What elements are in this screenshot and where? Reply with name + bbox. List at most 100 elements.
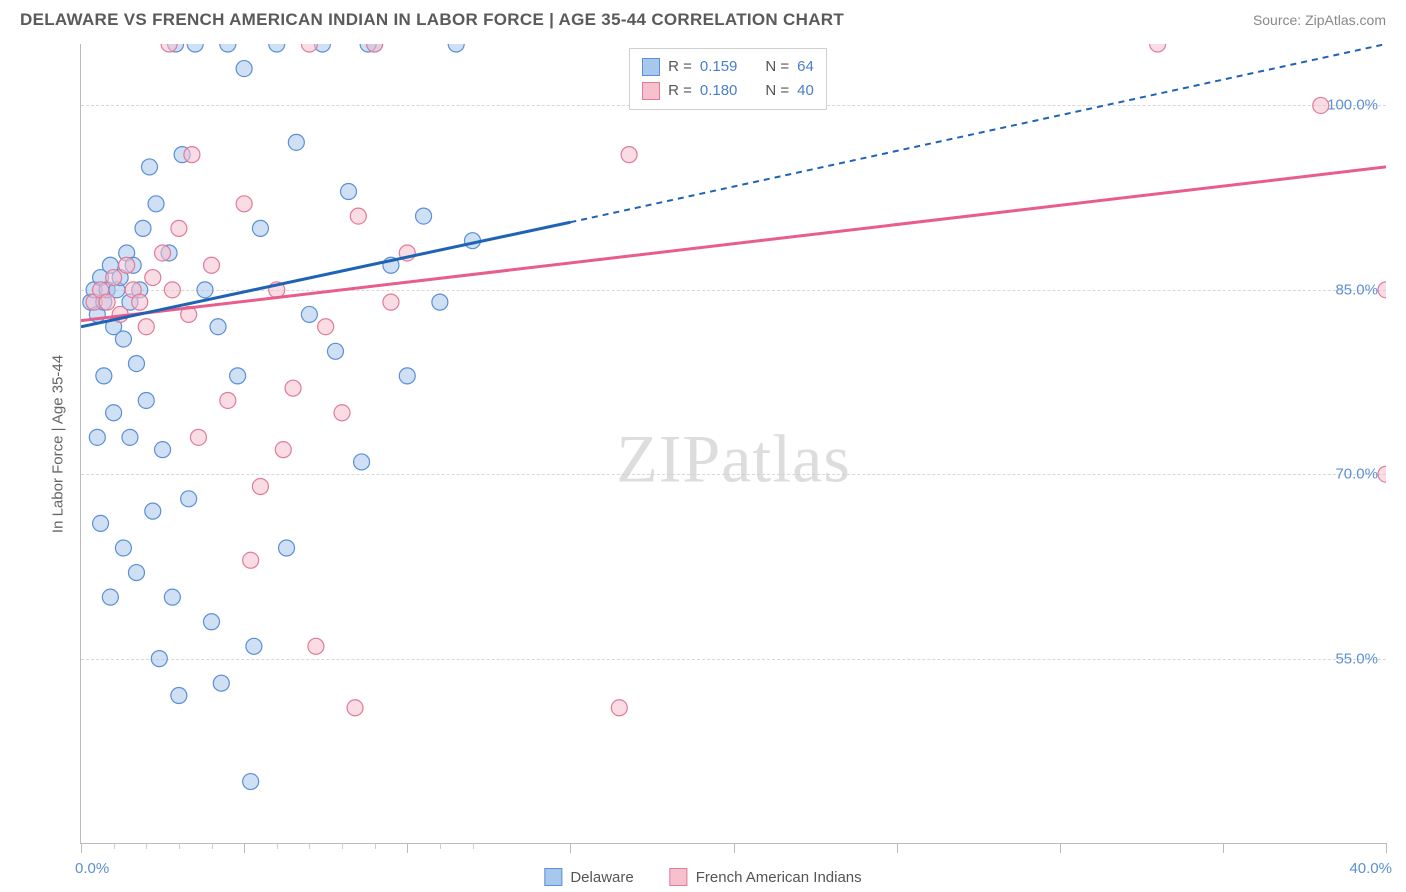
- scatter-point: [288, 134, 304, 150]
- scatter-point: [138, 392, 154, 408]
- scatter-point: [220, 392, 236, 408]
- scatter-point: [279, 540, 295, 556]
- series-legend-item: Delaware: [544, 868, 633, 886]
- scatter-point: [145, 503, 161, 519]
- scatter-point: [190, 429, 206, 445]
- x-tick: [407, 843, 408, 853]
- legend-swatch: [642, 82, 660, 100]
- r-label: R =: [668, 79, 692, 103]
- x-tick: [1060, 843, 1061, 853]
- scatter-point: [184, 147, 200, 163]
- scatter-point: [621, 147, 637, 163]
- x-tick: [81, 843, 82, 853]
- scatter-point: [416, 208, 432, 224]
- scatter-point: [151, 651, 167, 667]
- x-minor-tick: [212, 843, 213, 849]
- scatter-point: [102, 589, 118, 605]
- n-value: 64: [797, 55, 814, 79]
- scatter-point: [318, 319, 334, 335]
- scatter-point: [285, 380, 301, 396]
- x-minor-tick: [277, 843, 278, 849]
- scatter-point: [1378, 282, 1386, 298]
- series-legend-label: Delaware: [570, 869, 633, 886]
- scatter-point: [138, 319, 154, 335]
- scatter-point: [155, 245, 171, 261]
- scatter-point: [210, 319, 226, 335]
- scatter-point: [115, 540, 131, 556]
- x-tick: [1386, 843, 1387, 853]
- scatter-point: [327, 343, 343, 359]
- scatter-point: [1150, 44, 1166, 52]
- chart-container: In Labor Force | Age 35-44 ZIPatlas R =0…: [50, 44, 1386, 844]
- scatter-point: [164, 589, 180, 605]
- scatter-point: [115, 331, 131, 347]
- n-value: 40: [797, 79, 814, 103]
- x-minor-tick: [309, 843, 310, 849]
- x-axis-min-label: 0.0%: [75, 860, 109, 877]
- chart-title: DELAWARE VS FRENCH AMERICAN INDIAN IN LA…: [20, 10, 844, 30]
- x-tick: [570, 843, 571, 853]
- series-legend-label: French American Indians: [696, 869, 862, 886]
- x-minor-tick: [440, 843, 441, 849]
- scatter-point: [230, 368, 246, 384]
- scatter-point: [308, 638, 324, 654]
- scatter-point: [171, 220, 187, 236]
- scatter-point: [135, 220, 151, 236]
- scatter-point: [142, 159, 158, 175]
- source-attribution: Source: ZipAtlas.com: [1253, 12, 1386, 28]
- x-minor-tick: [375, 843, 376, 849]
- scatter-point: [204, 614, 220, 630]
- scatter-point: [1313, 97, 1329, 113]
- y-axis-label: In Labor Force | Age 35-44: [50, 355, 67, 533]
- scatter-point: [252, 479, 268, 495]
- correlation-legend-row: R =0.159N =64: [642, 55, 814, 79]
- chart-header: DELAWARE VS FRENCH AMERICAN INDIAN IN LA…: [0, 0, 1406, 36]
- scatter-point: [252, 220, 268, 236]
- legend-swatch: [642, 58, 660, 76]
- scatter-point: [128, 565, 144, 581]
- scatter-point: [448, 44, 464, 52]
- scatter-point: [347, 700, 363, 716]
- x-minor-tick: [473, 843, 474, 849]
- scatter-point: [341, 184, 357, 200]
- scatter-point: [236, 61, 252, 77]
- series-legend: Delaware French American Indians: [544, 868, 861, 886]
- scatter-point: [148, 196, 164, 212]
- legend-swatch: [670, 868, 688, 886]
- scatter-point: [1378, 466, 1386, 482]
- scatter-point: [399, 368, 415, 384]
- scatter-point: [96, 368, 112, 384]
- x-axis-max-label: 40.0%: [1349, 860, 1392, 877]
- scatter-point: [383, 294, 399, 310]
- r-value: 0.159: [700, 55, 738, 79]
- scatter-point: [197, 282, 213, 298]
- x-minor-tick: [342, 843, 343, 849]
- scatter-point: [213, 675, 229, 691]
- scatter-point: [243, 552, 259, 568]
- scatter-point: [246, 638, 262, 654]
- scatter-point: [119, 257, 135, 273]
- scatter-point: [301, 306, 317, 322]
- scatter-point: [220, 44, 236, 52]
- scatter-point: [132, 294, 148, 310]
- legend-swatch: [544, 868, 562, 886]
- x-tick: [897, 843, 898, 853]
- scatter-point: [432, 294, 448, 310]
- scatter-point: [171, 687, 187, 703]
- scatter-point: [106, 270, 122, 286]
- n-label: N =: [765, 79, 789, 103]
- scatter-point: [122, 429, 138, 445]
- scatter-point: [269, 44, 285, 52]
- scatter-point: [611, 700, 627, 716]
- x-tick: [1223, 843, 1224, 853]
- scatter-point: [334, 405, 350, 421]
- scatter-svg: [81, 44, 1386, 843]
- x-minor-tick: [114, 843, 115, 849]
- correlation-legend: R =0.159N =64R =0.180N =40: [629, 48, 827, 110]
- plot-area: ZIPatlas R =0.159N =64R =0.180N =40 55.0…: [80, 44, 1386, 844]
- scatter-point: [243, 774, 259, 790]
- trend-line-french: [81, 167, 1386, 321]
- scatter-point: [164, 282, 180, 298]
- scatter-point: [236, 196, 252, 212]
- scatter-point: [181, 491, 197, 507]
